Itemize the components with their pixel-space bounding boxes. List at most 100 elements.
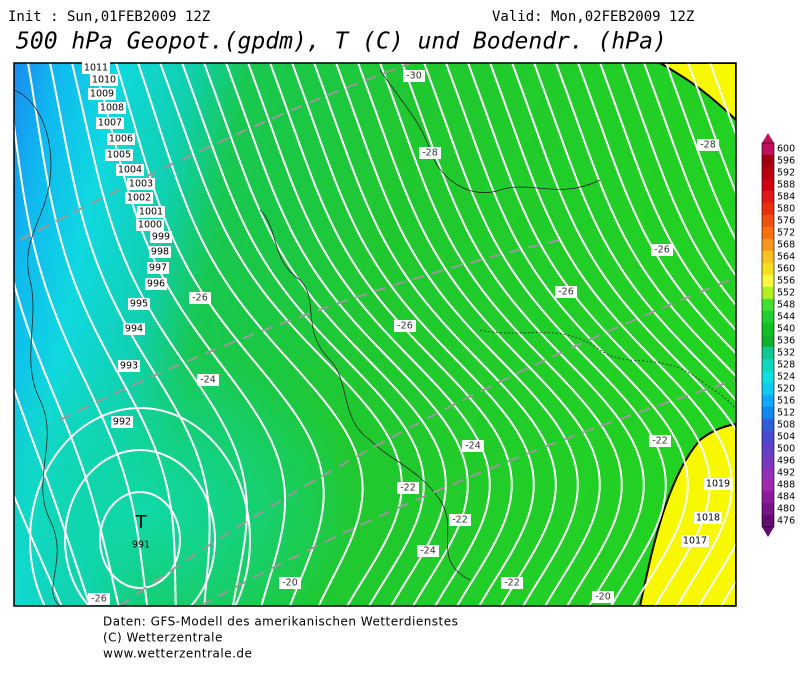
isobar-label: 1006: [109, 134, 133, 145]
colorbar-label: 480: [777, 504, 795, 515]
temperature-label: -24: [200, 375, 216, 386]
isobar-label: 1011: [84, 63, 108, 74]
colorbar-label: 484: [777, 492, 795, 503]
isobar-label-bg: [96, 117, 124, 129]
isobar: [14, 116, 149, 606]
isobar: [665, 63, 736, 242]
colorbar-swatch: [762, 239, 774, 251]
temperature-label-bg: [403, 70, 425, 82]
isobar-label: 1005: [107, 150, 131, 161]
colorbar-label: 576: [777, 216, 795, 227]
temperature-label: -30: [406, 71, 422, 82]
isobar-label-bg: [123, 323, 145, 335]
colorbar-swatch: [762, 227, 774, 239]
temperature-label: -28: [700, 140, 716, 151]
isobar-label-bg: [107, 133, 135, 145]
colorbar-swatch: [762, 251, 774, 263]
colorbar-swatch: [762, 383, 774, 395]
temperature-label-bg: [417, 545, 439, 557]
isobar: [225, 63, 469, 606]
isobar: [64, 449, 216, 606]
colorbar-swatch: [762, 323, 774, 335]
isobar: [49, 63, 211, 606]
isotherm: [199, 379, 736, 606]
temperature-label: -22: [652, 436, 668, 447]
isobar-label-bg: [137, 206, 165, 218]
colorbar-swatch: [762, 275, 774, 287]
isobar: [29, 407, 251, 606]
isobar-label-bg: [704, 478, 732, 490]
isobar-label-bg: [149, 246, 171, 258]
colorbar-label: 520: [777, 384, 795, 395]
temperature-label-bg: [449, 514, 471, 526]
isobar-label: 1018: [696, 513, 720, 524]
colorbar-swatch: [762, 299, 774, 311]
isobar: [203, 63, 447, 606]
colorbar-label: 564: [777, 252, 795, 263]
colorbar-swatch: [762, 155, 774, 167]
isotherm: [119, 279, 731, 606]
isobar-label-bg: [118, 360, 140, 372]
isobar-label-bg: [127, 178, 155, 190]
colorbar-label: 492: [777, 468, 795, 479]
isobar: [70, 63, 248, 606]
isobar: [181, 63, 425, 606]
colorbar-label: 560: [777, 264, 795, 275]
isobar-label-bg: [88, 88, 116, 100]
colorbar: 6005965925885845805765725685645605565525…: [761, 133, 795, 537]
temperature-label-bg: [651, 244, 673, 256]
isobar: [357, 63, 601, 606]
isobar-label-bg: [82, 62, 110, 74]
temperature-label-bg: [419, 147, 441, 159]
isobars: [14, 63, 736, 606]
isobar: [599, 63, 736, 332]
temperature-label: -24: [420, 546, 436, 557]
isobar: [291, 63, 535, 606]
init-time: Init : Sun,01FEB2009 12Z: [8, 9, 210, 25]
valid-time: Valid: Mon,02FEB2009 12Z: [492, 9, 694, 25]
colorbar-swatch: [762, 263, 774, 275]
isobar: [511, 63, 736, 606]
isobar-label: 1004: [118, 165, 142, 176]
colorbar-swatch: [762, 203, 774, 215]
isobar: [14, 386, 92, 606]
map-area: [14, 63, 736, 606]
temperature-label-bg: [592, 591, 614, 603]
colorbar-label: 528: [777, 360, 795, 371]
isobar: [621, 63, 736, 307]
colorbar-swatch: [762, 335, 774, 347]
temperature-label-bg: [462, 440, 484, 452]
colorbar-swatch: [762, 419, 774, 431]
temperature-label-bg: [697, 139, 719, 151]
coastlines: [14, 69, 736, 606]
temperature-label-bg: [189, 292, 211, 304]
temperature-label-bg: [197, 374, 219, 386]
colorbar-label: 588: [777, 180, 795, 191]
isobar-label-bg: [111, 416, 133, 428]
temperature-label: -28: [422, 148, 438, 159]
colorbar-label: 524: [777, 372, 795, 383]
isobar-label: 996: [147, 279, 165, 290]
footer-source: Daten: GFS-Modell des amerikanischen Wet…: [103, 615, 458, 629]
isobar: [14, 278, 120, 606]
isobar-label-bg: [125, 192, 153, 204]
isobar: [159, 63, 403, 606]
colorbar-label: 476: [777, 516, 795, 527]
isobar-label-bg: [105, 149, 133, 161]
isobar: [313, 63, 557, 606]
isobar-label: 1019: [706, 479, 730, 490]
isobar: [555, 63, 736, 378]
colorbar-label: 544: [777, 312, 795, 323]
temperature-label: -26: [654, 245, 670, 256]
colorbar-swatch: [762, 143, 774, 155]
isobar-label: 991: [132, 540, 150, 551]
isobar: [99, 491, 181, 589]
temperature-label: -22: [504, 578, 520, 589]
colorbar-label: 516: [777, 396, 795, 407]
coastline: [259, 209, 471, 581]
isobar-label: 999: [152, 232, 170, 243]
isobar: [14, 493, 63, 606]
colorbar-swatch: [762, 311, 774, 323]
colorbar-label: 580: [777, 204, 795, 215]
